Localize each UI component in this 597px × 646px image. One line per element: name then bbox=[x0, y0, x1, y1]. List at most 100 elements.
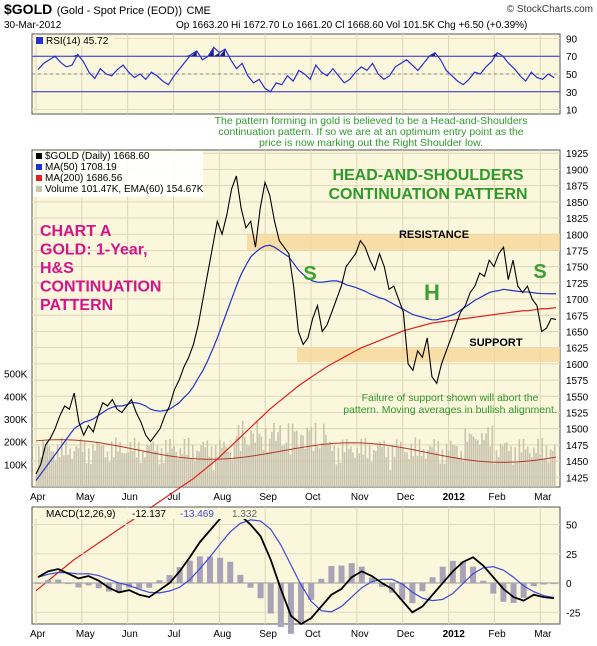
volume-bar bbox=[260, 436, 263, 487]
volume-bar bbox=[140, 462, 142, 487]
volume-bar bbox=[196, 450, 198, 487]
volume-bar bbox=[379, 441, 381, 487]
volume-bar bbox=[356, 447, 358, 487]
pattern-title-line: CONTINUATION PATTERN bbox=[328, 186, 527, 203]
volume-bar bbox=[248, 445, 250, 487]
volume-bar bbox=[285, 442, 288, 487]
x-tick-label: Oct bbox=[305, 629, 321, 640]
volume-bar bbox=[354, 457, 356, 487]
macd-histogram-bar bbox=[328, 565, 335, 584]
volume-bar bbox=[387, 446, 390, 487]
macd-histogram-bar bbox=[379, 583, 385, 587]
macd-histogram-bar bbox=[267, 583, 274, 614]
rsi-tick-label: 70 bbox=[566, 52, 578, 63]
macd-histogram-bar bbox=[176, 567, 183, 584]
volume-bar bbox=[420, 455, 423, 487]
volume-bar bbox=[416, 456, 419, 487]
macd-histogram-bar bbox=[55, 579, 62, 584]
volume-bar bbox=[300, 434, 302, 487]
volume-bar bbox=[435, 451, 437, 487]
volume-bar bbox=[528, 453, 531, 487]
macd-histogram-bar bbox=[389, 583, 396, 593]
volume-tick-label: 100K bbox=[4, 460, 28, 471]
volume-bar bbox=[229, 451, 232, 487]
volume-bar bbox=[460, 450, 462, 487]
price-tick-label: 1425 bbox=[566, 473, 589, 484]
x-tick-label: Jul bbox=[168, 492, 181, 503]
volume-bar bbox=[277, 432, 279, 487]
chart-label-line: PATTERN bbox=[40, 297, 113, 314]
macd-histogram-bar bbox=[85, 583, 92, 586]
volume-bar bbox=[69, 448, 71, 487]
volume-bar bbox=[497, 456, 500, 487]
copyright: © StockCharts.com bbox=[506, 4, 593, 15]
volume-tick-label: 500K bbox=[4, 370, 28, 381]
volume-bar bbox=[408, 459, 410, 487]
x-tick-label: Apr bbox=[30, 629, 46, 640]
volume-bar bbox=[551, 450, 554, 487]
volume-bar bbox=[443, 463, 446, 487]
volume-bar bbox=[306, 427, 308, 487]
legend-swatch bbox=[36, 164, 42, 170]
volume-bar bbox=[63, 455, 65, 487]
x-tick-label: May bbox=[76, 629, 95, 640]
volume-bar bbox=[377, 445, 379, 487]
volume-bar bbox=[206, 440, 209, 487]
volume-bar bbox=[441, 449, 444, 487]
volume-bar bbox=[360, 438, 363, 487]
volume-bar bbox=[412, 456, 415, 487]
volume-bar bbox=[454, 445, 456, 487]
x-tick-label: Feb bbox=[488, 629, 506, 640]
volume-bar bbox=[524, 449, 527, 487]
macd-signal-value: -13.469 bbox=[180, 509, 214, 520]
volume-bar bbox=[256, 420, 259, 487]
volume-bar bbox=[318, 448, 321, 487]
volume-bar bbox=[487, 427, 489, 487]
volume-bar bbox=[422, 448, 425, 487]
volume-bar bbox=[262, 450, 265, 487]
volume-bar bbox=[293, 431, 296, 487]
volume-bar bbox=[312, 450, 315, 487]
rsi-tick-label: 50 bbox=[566, 70, 578, 81]
macd-histogram-bar bbox=[156, 580, 163, 584]
volume-bar bbox=[244, 437, 246, 487]
macd-histogram-bar bbox=[368, 577, 375, 584]
volume-bar bbox=[189, 457, 192, 487]
volume-bar bbox=[310, 426, 313, 487]
volume-bar bbox=[194, 461, 196, 487]
volume-bar bbox=[200, 445, 202, 487]
rsi-tick-label: 10 bbox=[566, 106, 578, 117]
volume-bar bbox=[395, 439, 398, 487]
legend-bg bbox=[34, 508, 264, 519]
volume-bar bbox=[208, 456, 211, 487]
volume-bar bbox=[173, 446, 175, 487]
volume-bar bbox=[495, 450, 498, 487]
volume-bar bbox=[331, 450, 333, 487]
volume-bar bbox=[462, 460, 464, 487]
rsi-tick-label: 30 bbox=[566, 88, 578, 99]
volume-bar bbox=[352, 452, 354, 487]
volume-bar bbox=[148, 445, 150, 487]
volume-bar bbox=[192, 444, 194, 487]
volume-bar bbox=[252, 433, 254, 487]
volume-bar bbox=[366, 458, 369, 487]
macd-histogram-bar bbox=[35, 583, 41, 585]
macd-tick-label: 0 bbox=[566, 579, 572, 590]
macd-histogram-bar bbox=[409, 583, 416, 604]
macd-histogram-bar bbox=[237, 574, 244, 584]
price-tick-label: 1450 bbox=[566, 457, 589, 468]
volume-bar bbox=[246, 444, 248, 487]
macd-histogram-bar bbox=[348, 563, 355, 584]
macd-histogram-bar bbox=[540, 583, 547, 585]
volume-bar bbox=[325, 434, 327, 487]
macd-histogram-bar bbox=[287, 583, 294, 634]
macd-histogram-bar bbox=[429, 577, 436, 584]
volume-bar bbox=[476, 440, 479, 487]
volume-bar bbox=[175, 451, 177, 487]
volume-bar bbox=[368, 444, 371, 487]
volume-bar bbox=[491, 425, 494, 487]
volume-tick-label: 200K bbox=[4, 438, 28, 449]
volume-bar bbox=[169, 438, 171, 487]
volume-bar bbox=[449, 440, 452, 487]
